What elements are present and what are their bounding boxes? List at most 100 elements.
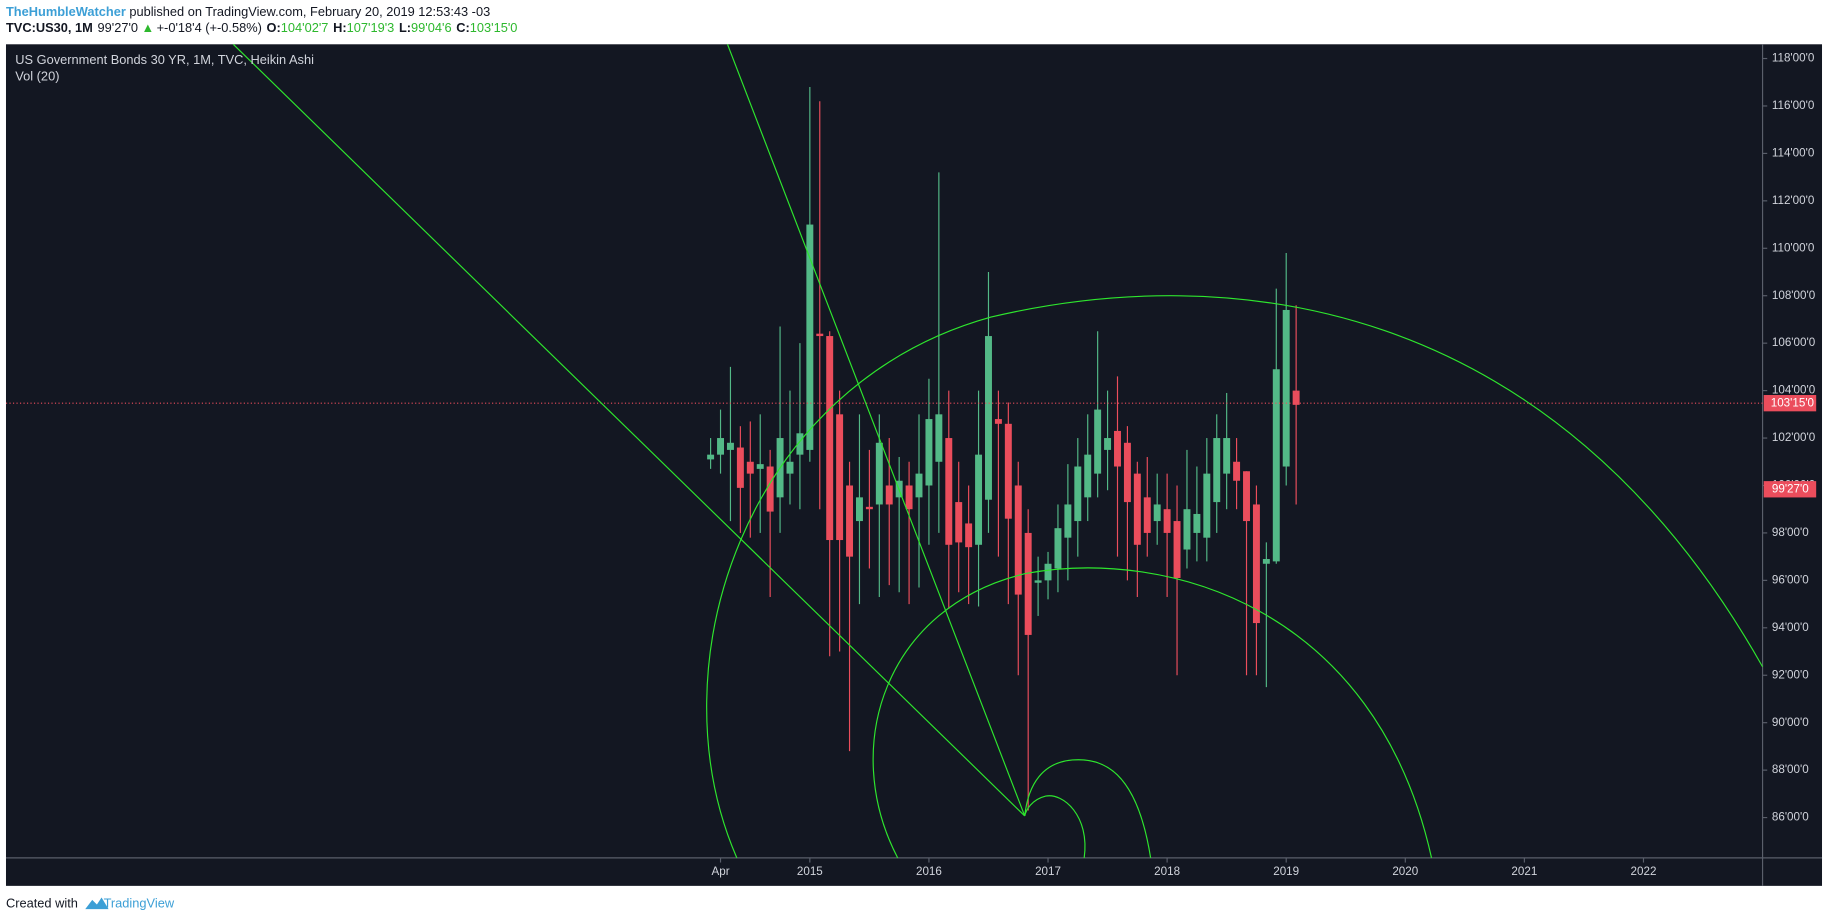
y-tick-label: 118'00'0 (1772, 52, 1815, 65)
h-value: 107'19'3 (347, 21, 395, 36)
x-tick-label: 2020 (1392, 865, 1418, 878)
c-label: C: (456, 21, 470, 36)
price-label-bg (1763, 395, 1817, 412)
x-tick-label: 2017 (1035, 865, 1061, 878)
candle-body (796, 433, 804, 455)
candle-body (806, 224, 814, 450)
y-tick-label: 110'00'0 (1772, 241, 1815, 254)
candle-body (1104, 438, 1112, 450)
candle-body (836, 414, 844, 541)
candle-body (1143, 497, 1151, 533)
y-tick-label: 108'00'0 (1772, 289, 1816, 302)
candle-body (1292, 390, 1300, 405)
candle-body (746, 461, 754, 474)
candle-body (945, 438, 953, 545)
y-tick-label: 114'00'0 (1772, 146, 1815, 159)
candle-body (1153, 504, 1161, 522)
trend-line (232, 43, 1026, 817)
last-marker-bg (1763, 481, 1817, 498)
fib-spiral-arc (872, 567, 1433, 859)
last-marker-label: 99'27'0 (1772, 482, 1809, 495)
chart-panel (5, 44, 1823, 886)
c-value: 103'15'0 (470, 21, 518, 36)
candle-body (1243, 471, 1250, 522)
candle-body (905, 485, 913, 510)
candle-body (846, 485, 854, 557)
y-tick-label: 94'00'0 (1772, 621, 1809, 634)
y-tick-label: 102'00'0 (1772, 431, 1816, 444)
candle-body (1233, 461, 1241, 481)
candle-body (756, 464, 764, 469)
x-tick-label: Apr (711, 865, 729, 878)
candle-body (1014, 485, 1022, 595)
y-tick-label: 92'00'0 (1772, 668, 1809, 681)
brand-logo (85, 897, 109, 910)
fib-spiral-arc (1024, 759, 1152, 858)
candle-body (726, 442, 734, 450)
y-tick-label: 112'00'0 (1772, 194, 1815, 207)
candle-body (985, 336, 992, 500)
candle-body (816, 333, 824, 337)
candle-body (1183, 509, 1191, 550)
author[interactable]: TheHumbleWatcher (6, 4, 126, 19)
candle-body (1213, 438, 1221, 503)
drawings (232, 43, 1764, 859)
l-label: L: (399, 21, 411, 36)
candle-body (915, 473, 923, 498)
y-tick-label: 106'00'0 (1772, 336, 1816, 349)
y-tick-label: 88'00'0 (1772, 763, 1809, 776)
candle-body (1262, 559, 1270, 564)
o-value: 104'02'7 (281, 21, 329, 36)
candle-body (1252, 504, 1260, 624)
candle-body (1282, 309, 1290, 467)
x-tick-label: 2019 (1273, 865, 1299, 878)
candle-body (1044, 563, 1052, 581)
y-tick-label: 90'00'0 (1772, 716, 1809, 729)
candle-body (1094, 409, 1102, 474)
candle-body (1074, 466, 1082, 522)
candle-body (855, 497, 863, 522)
chart-title: US Government Bonds 30 YR, 1M, TVC, Heik… (15, 52, 314, 67)
change: +-0'18'4 (+-0.58%) (157, 21, 262, 36)
candle-body (826, 336, 834, 541)
candle-body (1114, 430, 1121, 467)
candle-body (975, 454, 983, 545)
candle-body (1272, 369, 1280, 562)
candle-body (1163, 509, 1171, 533)
candle-body (885, 485, 893, 505)
indicator-label: Vol (20) (15, 68, 59, 83)
x-tick-label: 2021 (1511, 865, 1537, 878)
candle-body (1024, 532, 1032, 635)
candle-body (736, 447, 744, 488)
x-tick-label: 2022 (1631, 865, 1657, 878)
candle-body (1084, 454, 1092, 498)
candle-body (1034, 580, 1042, 583)
candle-body (955, 502, 963, 543)
candle-body (935, 414, 943, 462)
fib-spiral-arc (1024, 795, 1086, 858)
price: 99'27'0 (98, 21, 139, 36)
candle-body (1123, 442, 1131, 503)
candle-body (1203, 473, 1211, 538)
y-tick-label: 98'00'0 (1772, 526, 1809, 539)
plot-area: 86'00'0 88'00'0 90'00'0 92'00'0 94'00'0 96'00… (5, 52, 1817, 878)
candle-body (925, 419, 933, 486)
h-label: H: (333, 21, 347, 36)
candle-body (1004, 423, 1012, 519)
symbol: TVC:US30, 1M (6, 21, 93, 36)
y-tick-label: 86'00'0 (1772, 811, 1809, 824)
candle-body (865, 506, 873, 510)
fib-spiral-arc (706, 295, 1764, 859)
symbol-line: TVC:US30, 1M 99'27'0 ▲ +-0'18'4 (+-0.58%) O:… (6, 21, 517, 36)
o-label: O: (267, 21, 281, 36)
candle-body (1173, 521, 1181, 578)
arrow: ▲ (142, 21, 155, 36)
trend-line (726, 44, 1026, 817)
candle-body (1054, 528, 1062, 569)
candle-body (1064, 504, 1072, 538)
x-tick-label: 2018 (1154, 865, 1180, 878)
header-line: TheHumbleWatcher published on TradingView… (6, 4, 490, 19)
footer-brand[interactable]: TradingView (104, 896, 175, 911)
footer-text: Created with (6, 896, 78, 911)
